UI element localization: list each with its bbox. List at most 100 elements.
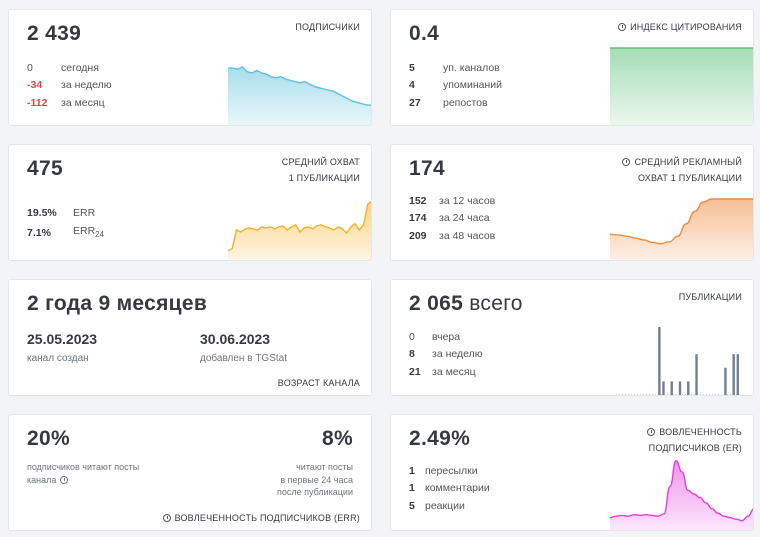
subscribers-stats: 0 сегодня -34 за неделю -112 за месяц: [27, 59, 112, 112]
engagement-card[interactable]: 2.49% ВОВЛЕЧЕННОСТЬ ПОДПИСЧИКОВ (ER) 1 пер…: [390, 414, 754, 531]
err-right-value: 8%: [322, 427, 353, 450]
err-value: 19.5%: [27, 207, 57, 219]
stat-row: 5 уп. каналов: [409, 59, 502, 77]
reach-caption-line1: СРЕДНИЙ ОХВАТ: [281, 157, 360, 167]
stat-label: сегодня: [61, 61, 99, 74]
stat-label: за 12 часов: [439, 194, 496, 207]
publications-total-suffix: всего: [469, 292, 523, 315]
subscribers-card[interactable]: 2 439 ПОДПИСЧИКИ 0 сегодня -34 за неделю -…: [8, 9, 372, 126]
created-date: 25.05.2023: [27, 331, 98, 347]
stat-value: 5: [409, 499, 415, 512]
stat-row: 0 вчера: [409, 328, 483, 346]
publications-card[interactable]: 2 065 всего ПУБЛИКАЦИИ 0 вчера 8 за неделю…: [390, 279, 754, 396]
sparkline-line: [228, 65, 371, 106]
publication-bar: [724, 367, 727, 395]
stat-label: за 48 часов: [439, 229, 496, 242]
subscribers-count: 2 439: [27, 22, 82, 45]
info-icon[interactable]: [647, 428, 656, 436]
err-right-label: читают посты в первые 24 часа после публ…: [277, 461, 353, 499]
stat-row-today: 0 сегодня: [27, 59, 112, 77]
stat-value: 1: [409, 482, 415, 495]
sparkline-line: [610, 198, 753, 245]
ad-reach-caption-line1: СРЕДНИЙ РЕКЛАМНЫЙ: [634, 157, 742, 167]
stat-row: 209 за 48 часов: [409, 227, 495, 245]
stat-value: 21: [409, 365, 421, 378]
stat-value: 5: [409, 61, 415, 74]
stat-label: комментарии: [425, 482, 490, 495]
stat-value: 1: [409, 464, 415, 477]
added-date: 30.06.2023: [200, 331, 271, 347]
channel-age-value: 2 года 9 месяцев: [27, 292, 208, 315]
ad-reach-caption: СРЕДНИЙ РЕКЛАМНЫЙ ОХВАТ 1 ПУБЛИКАЦИИ: [622, 154, 742, 186]
stat-value: 27: [409, 96, 421, 109]
err-left-label: подписчиков читают посты канала: [27, 461, 167, 486]
sparkline-area: [610, 199, 753, 260]
publications-caption: ПУБЛИКАЦИИ: [678, 292, 742, 302]
ad-reach-value: 174: [409, 157, 445, 180]
stat-row: 152 за 12 часов: [409, 192, 495, 210]
info-icon[interactable]: [622, 158, 631, 166]
sparkline-area: [610, 48, 753, 125]
stat-label: уп. каналов: [443, 61, 500, 74]
stat-value: 0: [409, 330, 415, 343]
engagement-caption-line2: ПОДПИСЧИКОВ (ER): [648, 443, 742, 453]
ad-reach-caption-line2: ОХВАТ 1 ПУБЛИКАЦИИ: [637, 173, 742, 183]
err-right-label-2: в первые 24 часа: [280, 474, 353, 485]
citation-caption-text: ИНДЕКС ЦИТИРОВАНИЯ: [630, 22, 742, 32]
sparkline-line: [228, 200, 371, 252]
subscribers-sparkline: [228, 65, 371, 125]
reach-card[interactable]: 475 СРЕДНИЙ ОХВАТ 1 ПУБЛИКАЦИИ 19.5% ERR 7…: [8, 144, 372, 261]
publications-total: 2 065: [409, 292, 464, 315]
err-left-label-text: подписчиков читают посты канала: [27, 462, 140, 485]
err-right-label-1: читают посты: [296, 462, 353, 472]
err-card[interactable]: 20% подписчиков читают посты канала 8% ч…: [8, 414, 372, 531]
sparkline-area: [228, 66, 371, 125]
engagement-stats: 1 пересылки 1 комментарии 5 реакции: [409, 462, 490, 515]
citation-index-value: 0.4: [409, 22, 440, 45]
added-label: добавлен в TGStat: [200, 353, 288, 364]
publication-bar: [695, 354, 698, 395]
reach-caption: СРЕДНИЙ ОХВАТ 1 ПУБЛИКАЦИИ: [282, 154, 360, 186]
stat-row: 1 комментарии: [409, 480, 490, 498]
stat-value: 0: [27, 61, 33, 74]
engagement-caption-line1: ВОВЛЕЧЕННОСТЬ: [659, 427, 742, 437]
ad-reach-card[interactable]: 174 СРЕДНИЙ РЕКЛАМНЫЙ ОХВАТ 1 ПУБЛИКАЦИИ …: [390, 144, 754, 261]
stat-label: за неделю: [432, 348, 483, 361]
channel-age-card[interactable]: 2 года 9 месяцев 25.05.2023 канал создан…: [8, 279, 372, 396]
publication-bar: [736, 354, 740, 395]
stat-value: -112: [27, 96, 48, 109]
stat-label: пересылки: [425, 464, 478, 477]
stat-label: за месяц: [432, 365, 476, 378]
stat-value: -34: [27, 79, 43, 92]
err24-label-main: ERR: [73, 224, 96, 237]
sparkline-line: [610, 459, 753, 522]
err-label: ERR: [73, 207, 96, 219]
stat-row-month: -112 за месяц: [27, 94, 112, 112]
reach-sparkline: [228, 200, 371, 260]
reach-caption-line2: 1 ПУБЛИКАЦИИ: [288, 173, 360, 183]
stat-label: упоминаний: [443, 79, 503, 92]
created-label: канал создан: [27, 353, 89, 364]
stat-row: 8 за неделю: [409, 346, 483, 364]
stat-label: за месяц: [61, 96, 105, 109]
err24-label-sub: 24: [95, 230, 105, 240]
stat-value: 152: [409, 194, 427, 207]
sparkline-area: [228, 201, 371, 260]
publication-bar: [678, 381, 682, 395]
info-icon[interactable]: [618, 23, 627, 31]
citation-card[interactable]: 0.4 ИНДЕКС ЦИТИРОВАНИЯ 5 уп. каналов 4 упо…: [390, 9, 754, 126]
stat-value: 4: [409, 79, 415, 92]
info-icon[interactable]: [60, 475, 69, 484]
subscribers-caption: ПОДПИСЧИКИ: [295, 22, 360, 32]
citation-stats: 5 уп. каналов 4 упоминаний 27 репостов: [409, 59, 502, 112]
stat-label: за 24 часа: [439, 212, 490, 225]
stat-row: 174 за 24 часа: [409, 210, 495, 228]
engagement-sparkline: [610, 459, 753, 530]
stat-label: вчера: [432, 330, 461, 343]
stat-label: реакции: [425, 499, 465, 512]
info-icon[interactable]: [162, 514, 171, 522]
publications-stats: 0 вчера 8 за неделю 21 за месяц: [409, 328, 483, 381]
err24-value: 7.1%: [27, 227, 51, 239]
reach-stats: 19.5% ERR 7.1% ERR24: [27, 203, 104, 243]
stat-label: репостов: [443, 96, 488, 109]
